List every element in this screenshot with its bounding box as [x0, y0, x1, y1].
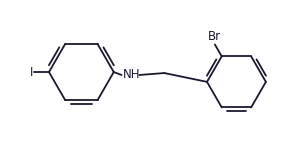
Text: NH: NH	[123, 69, 140, 81]
Text: I: I	[30, 66, 33, 79]
Text: Br: Br	[208, 30, 221, 44]
